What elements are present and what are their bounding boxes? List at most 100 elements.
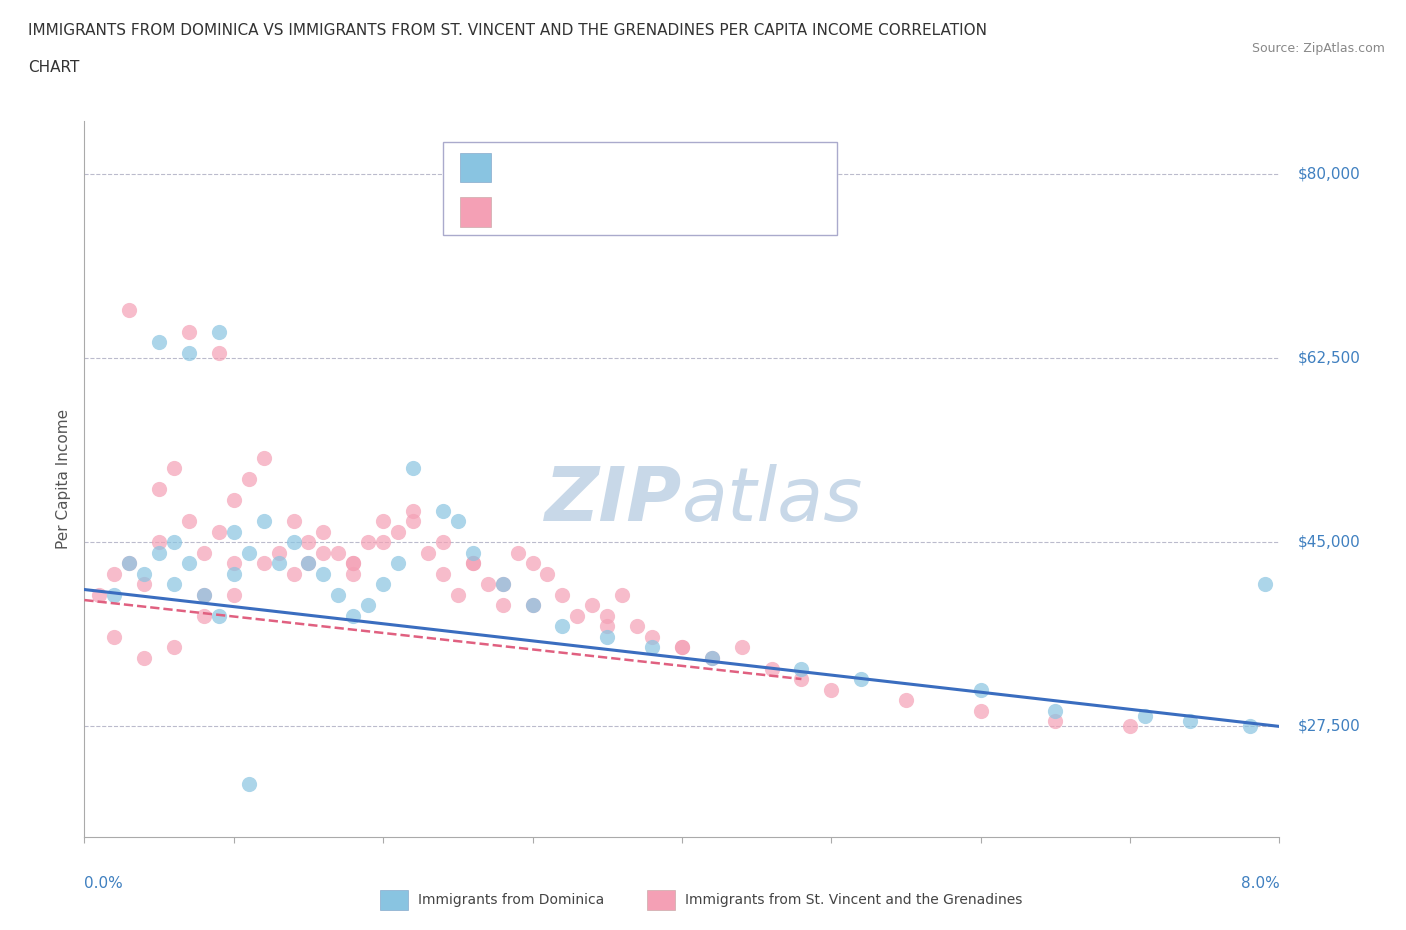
Text: Immigrants from Dominica: Immigrants from Dominica [418,893,603,908]
Point [671,640,693,655]
Point [312,566,335,581]
Point [132,566,156,581]
Point [222,588,245,603]
Point [820,682,842,697]
Point [790,671,813,686]
Text: IMMIGRANTS FROM DOMINICA VS IMMIGRANTS FROM ST. VINCENT AND THE GRENADINES PER C: IMMIGRANTS FROM DOMINICA VS IMMIGRANTS F… [28,23,987,38]
Point [312,545,335,560]
Point [163,461,186,476]
Point [447,513,470,528]
Point [208,608,231,623]
Point [416,545,439,560]
Point [148,482,170,497]
Point [118,556,141,571]
Text: N =: N = [586,203,634,221]
Point [402,461,425,476]
Point [238,777,260,791]
Point [342,566,364,581]
Point [193,588,215,603]
Point [148,335,170,350]
Point [970,682,993,697]
Point [626,619,648,634]
Point [222,566,245,581]
Text: 0.0%: 0.0% [84,876,124,891]
Point [596,608,619,623]
Point [148,545,170,560]
Point [163,577,186,591]
Point [373,535,395,550]
Point [177,556,200,571]
Point [1253,577,1275,591]
Point [193,588,215,603]
Point [312,525,335,539]
Point [177,513,200,528]
Point [103,566,125,581]
Point [328,588,350,603]
Point [177,345,200,360]
Point [342,556,364,571]
Text: $80,000: $80,000 [1298,166,1360,181]
Point [222,525,245,539]
Point [700,651,723,666]
Point [1045,703,1067,718]
Point [253,556,276,571]
Point [522,556,544,571]
Point [492,577,515,591]
Point [671,640,693,655]
Point [506,545,529,560]
Point [148,535,170,550]
Point [118,556,141,571]
Point [373,513,395,528]
Point [1178,713,1201,728]
Text: $62,500: $62,500 [1298,351,1360,365]
Point [163,640,186,655]
Text: 8.0%: 8.0% [1240,876,1279,891]
Point [208,345,231,360]
Point [208,324,231,339]
Text: R =: R = [502,203,538,221]
Point [373,577,395,591]
Point [894,693,917,708]
Point [357,598,380,613]
Point [118,303,141,318]
Point [581,598,603,613]
Point [1045,713,1067,728]
Point [297,535,319,550]
Point [328,545,350,560]
Point [1119,719,1142,734]
Point [402,513,425,528]
Point [297,556,319,571]
Point [522,598,544,613]
Point [522,598,544,613]
Point [89,588,111,603]
Point [551,588,574,603]
Point [551,619,574,634]
Point [208,525,231,539]
Point [177,324,200,339]
Text: Immigrants from St. Vincent and the Grenadines: Immigrants from St. Vincent and the Gren… [685,893,1022,908]
Point [238,545,260,560]
Point [103,588,125,603]
Point [447,588,470,603]
Point [492,577,515,591]
Text: N =: N = [586,158,634,177]
Text: CHART: CHART [28,60,80,75]
Text: 72: 72 [628,203,652,221]
Point [387,525,409,539]
Point [357,535,380,550]
Point [461,545,484,560]
Point [283,535,305,550]
Text: ZIP: ZIP [544,464,682,537]
Point [238,472,260,486]
Point [596,630,619,644]
Point [283,513,305,528]
Point [297,556,319,571]
Point [1239,719,1261,734]
Text: atlas: atlas [682,464,863,537]
Point [103,630,125,644]
Point [790,661,813,676]
Point [132,577,156,591]
Point [477,577,499,591]
Point [222,556,245,571]
Point [283,566,305,581]
